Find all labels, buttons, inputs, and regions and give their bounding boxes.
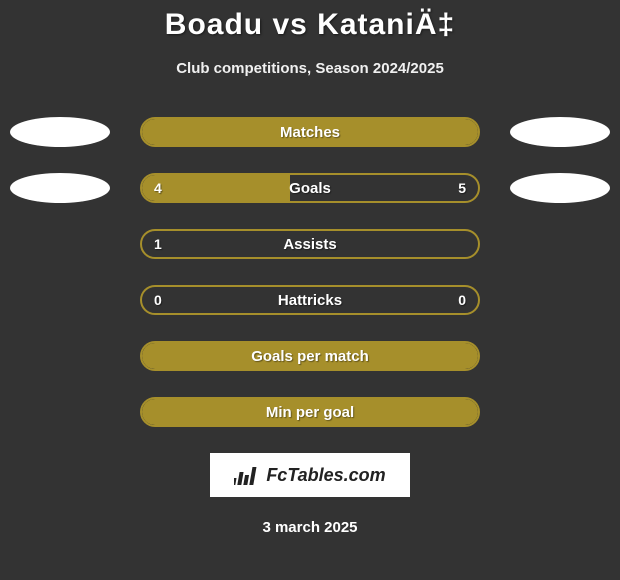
bar-value-left: 1 xyxy=(154,236,162,252)
stat-row-goals: 4 Goals 5 xyxy=(0,173,620,203)
player-marker-right xyxy=(510,117,610,147)
bar-track: Goals per match xyxy=(140,341,480,371)
page-title: Boadu vs KataniÄ‡ xyxy=(0,8,620,42)
bar-fill xyxy=(142,175,290,201)
stat-row-min-per-goal: Min per goal xyxy=(0,397,620,427)
subtitle: Club competitions, Season 2024/2025 xyxy=(0,60,620,77)
chart-area: Matches 4 Goals 5 1 Assists 0 xyxy=(0,117,620,427)
bar-track: 4 Goals 5 xyxy=(140,173,480,203)
player-marker-left xyxy=(10,173,110,203)
logo-text: FcTables.com xyxy=(266,465,385,486)
bar-label: Goals xyxy=(289,180,331,197)
footer-logo: FcTables.com xyxy=(210,453,410,497)
bar-label: Hattricks xyxy=(278,292,342,309)
bar-track: Matches xyxy=(140,117,480,147)
stat-row-assists: 1 Assists xyxy=(0,229,620,259)
stat-row-goals-per-match: Goals per match xyxy=(0,341,620,371)
player-marker-left xyxy=(10,117,110,147)
date-text: 3 march 2025 xyxy=(0,519,620,536)
bar-value-left: 0 xyxy=(154,292,162,308)
bar-label: Assists xyxy=(283,236,336,253)
bar-label: Goals per match xyxy=(251,348,369,365)
bar-value-left: 4 xyxy=(154,180,162,196)
stat-row-matches: Matches xyxy=(0,117,620,147)
comparison-infographic: Boadu vs KataniÄ‡ Club competitions, Sea… xyxy=(0,0,620,580)
bar-label: Min per goal xyxy=(266,404,354,421)
bar-track: 1 Assists xyxy=(140,229,480,259)
player-marker-right xyxy=(510,173,610,203)
bar-label: Matches xyxy=(280,124,340,141)
bar-track: 0 Hattricks 0 xyxy=(140,285,480,315)
bar-value-right: 5 xyxy=(458,180,466,196)
bars-icon xyxy=(234,464,260,486)
stat-row-hattricks: 0 Hattricks 0 xyxy=(0,285,620,315)
bar-value-right: 0 xyxy=(458,292,466,308)
bar-track: Min per goal xyxy=(140,397,480,427)
